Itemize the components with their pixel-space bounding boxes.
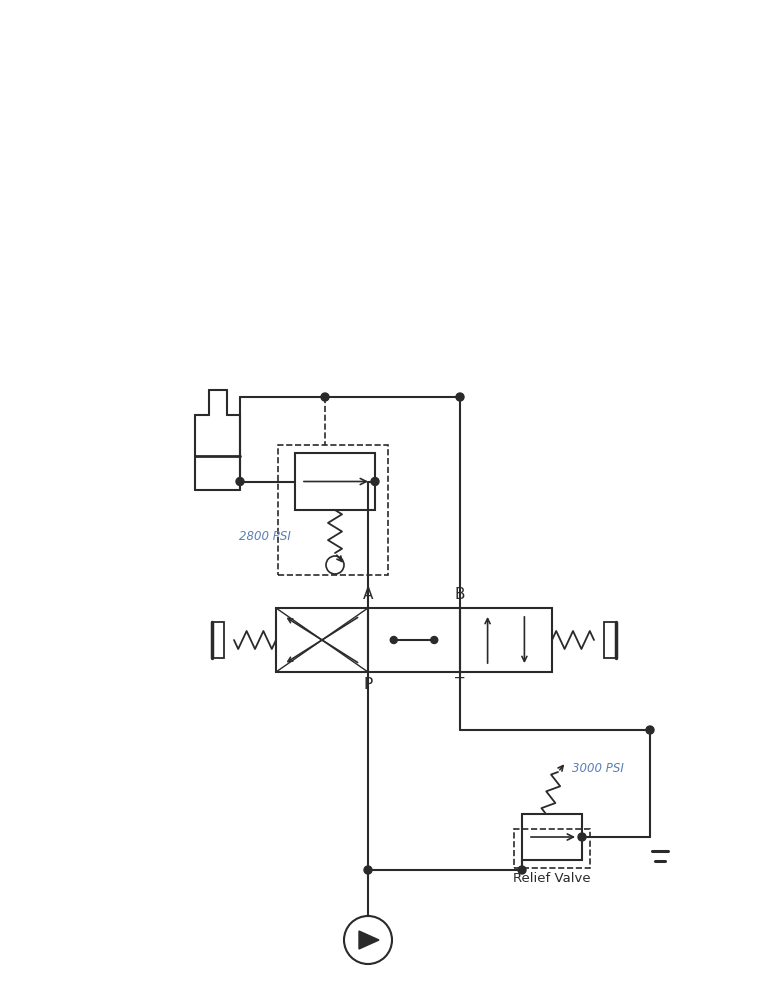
Bar — [514, 829, 590, 868]
Bar — [295, 453, 375, 510]
Circle shape — [390, 636, 397, 643]
Text: Relief Valve: Relief Valve — [513, 872, 591, 885]
Bar — [368, 608, 460, 672]
Bar — [460, 608, 552, 672]
Bar — [604, 622, 616, 657]
Circle shape — [518, 866, 526, 874]
Text: A: A — [363, 587, 373, 602]
Text: 2800 PSI: 2800 PSI — [239, 530, 291, 543]
Circle shape — [646, 726, 654, 734]
Text: T: T — [455, 677, 464, 692]
Text: 3000 PSI: 3000 PSI — [572, 762, 624, 775]
Polygon shape — [359, 931, 379, 949]
Circle shape — [364, 866, 372, 874]
Bar — [522, 814, 582, 860]
Text: B: B — [455, 587, 465, 602]
Circle shape — [321, 393, 329, 401]
Bar — [276, 608, 368, 672]
Circle shape — [371, 477, 379, 485]
Circle shape — [236, 477, 244, 485]
Text: P: P — [363, 677, 373, 692]
Circle shape — [578, 833, 586, 841]
Circle shape — [430, 636, 437, 643]
Bar — [278, 445, 388, 575]
Circle shape — [456, 393, 464, 401]
Bar — [212, 622, 224, 657]
